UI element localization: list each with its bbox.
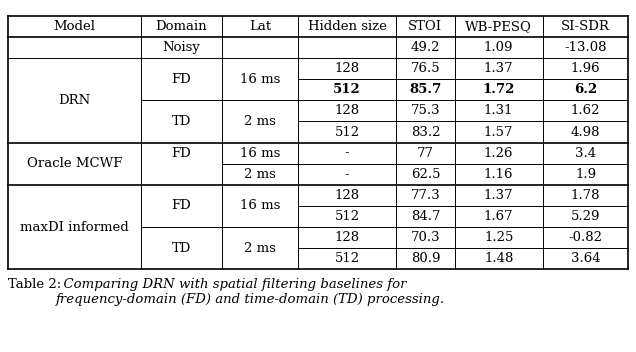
- Text: 77.3: 77.3: [410, 189, 440, 202]
- Text: 1.72: 1.72: [483, 83, 515, 96]
- Text: 128: 128: [335, 62, 360, 75]
- Text: 512: 512: [335, 210, 360, 223]
- Text: Hidden size: Hidden size: [308, 20, 387, 33]
- Text: 3.64: 3.64: [570, 252, 600, 265]
- Text: maxDI informed: maxDI informed: [20, 221, 128, 233]
- Text: 1.67: 1.67: [484, 210, 513, 223]
- Text: -: -: [345, 147, 350, 159]
- Text: 70.3: 70.3: [411, 231, 440, 244]
- Text: FD: FD: [172, 200, 191, 212]
- Text: 1.37: 1.37: [484, 189, 513, 202]
- Text: 128: 128: [335, 231, 360, 244]
- Text: DRN: DRN: [59, 94, 90, 107]
- Text: -13.08: -13.08: [564, 41, 607, 54]
- Text: 1.37: 1.37: [484, 62, 513, 75]
- Text: FD: FD: [172, 73, 191, 86]
- Text: 16 ms: 16 ms: [240, 73, 280, 86]
- Text: 1.62: 1.62: [570, 105, 600, 117]
- Text: 49.2: 49.2: [411, 41, 440, 54]
- Text: 77: 77: [417, 147, 434, 159]
- Text: 3.4: 3.4: [575, 147, 596, 159]
- Text: 84.7: 84.7: [411, 210, 440, 223]
- Text: 1.26: 1.26: [484, 147, 513, 159]
- Text: 16 ms: 16 ms: [240, 147, 280, 159]
- Text: 83.2: 83.2: [411, 126, 440, 138]
- Text: 75.3: 75.3: [411, 105, 440, 117]
- Text: STOI: STOI: [408, 20, 443, 33]
- Text: 4.98: 4.98: [570, 126, 600, 138]
- Text: 128: 128: [335, 105, 360, 117]
- Text: 1.48: 1.48: [484, 252, 513, 265]
- Text: 128: 128: [335, 189, 360, 202]
- Text: Noisy: Noisy: [163, 41, 200, 54]
- Text: 2 ms: 2 ms: [244, 168, 276, 181]
- Text: 2 ms: 2 ms: [244, 242, 276, 254]
- Text: -: -: [345, 168, 350, 181]
- Text: 1.78: 1.78: [570, 189, 600, 202]
- Text: 512: 512: [333, 83, 361, 96]
- Text: 512: 512: [335, 252, 360, 265]
- Text: SI-SDR: SI-SDR: [561, 20, 610, 33]
- Text: Model: Model: [53, 20, 95, 33]
- Text: 1.25: 1.25: [484, 231, 513, 244]
- Text: 512: 512: [335, 126, 360, 138]
- Text: 1.16: 1.16: [484, 168, 513, 181]
- Text: 1.31: 1.31: [484, 105, 513, 117]
- Text: 1.09: 1.09: [484, 41, 513, 54]
- Text: WB-PESQ: WB-PESQ: [465, 20, 532, 33]
- Text: Domain: Domain: [156, 20, 207, 33]
- Text: 2 ms: 2 ms: [244, 115, 276, 128]
- Text: 16 ms: 16 ms: [240, 200, 280, 212]
- Text: 5.29: 5.29: [570, 210, 600, 223]
- Text: 1.57: 1.57: [484, 126, 513, 138]
- Text: TD: TD: [172, 242, 191, 254]
- Text: 1.96: 1.96: [570, 62, 600, 75]
- Text: 1.9: 1.9: [575, 168, 596, 181]
- Text: Lat: Lat: [249, 20, 271, 33]
- Text: TD: TD: [172, 115, 191, 128]
- Text: 62.5: 62.5: [411, 168, 440, 181]
- Text: FD: FD: [172, 147, 191, 159]
- Text: Table 2:: Table 2:: [8, 278, 61, 291]
- Text: Comparing DRN with spatial filtering baselines for
frequency-domain (FD) and tim: Comparing DRN with spatial filtering bas…: [55, 278, 445, 306]
- Text: 80.9: 80.9: [411, 252, 440, 265]
- Text: 85.7: 85.7: [409, 83, 441, 96]
- Text: -0.82: -0.82: [569, 231, 602, 244]
- Text: 76.5: 76.5: [411, 62, 440, 75]
- Text: Oracle MCWF: Oracle MCWF: [27, 157, 122, 170]
- Text: 6.2: 6.2: [574, 83, 597, 96]
